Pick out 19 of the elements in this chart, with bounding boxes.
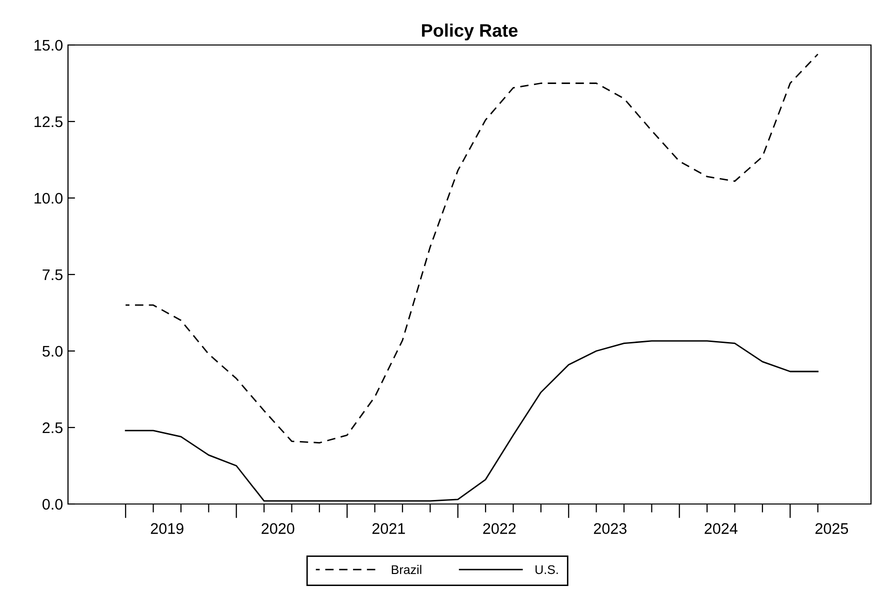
- y-tick-label: 2.5: [42, 422, 62, 434]
- x-tick-label: 2021: [372, 523, 405, 534]
- legend-label: Brazil: [392, 564, 422, 574]
- x-tick-label: 2022: [483, 523, 516, 534]
- y-tick-label: 5.0: [42, 346, 63, 357]
- y-tick-label: 10.0: [34, 192, 63, 204]
- y-tick-label: 12.5: [34, 116, 62, 128]
- y-tick-label: 15.0: [34, 40, 63, 51]
- x-tick-label: 2023: [594, 523, 626, 534]
- chart-title: Policy Rate: [422, 24, 518, 40]
- line-series: [124, 53, 819, 444]
- x-tick-label: 2025: [815, 523, 848, 534]
- y-tick-label: 0.0: [42, 498, 63, 510]
- y-tick-label: 7.5: [42, 270, 62, 280]
- x-tick-label: 2024: [704, 523, 738, 534]
- line-series: [124, 340, 819, 502]
- x-tick-label: 2020: [262, 523, 294, 534]
- x-tick-label: 2019: [150, 523, 184, 534]
- legend-label: U.S.: [536, 565, 558, 574]
